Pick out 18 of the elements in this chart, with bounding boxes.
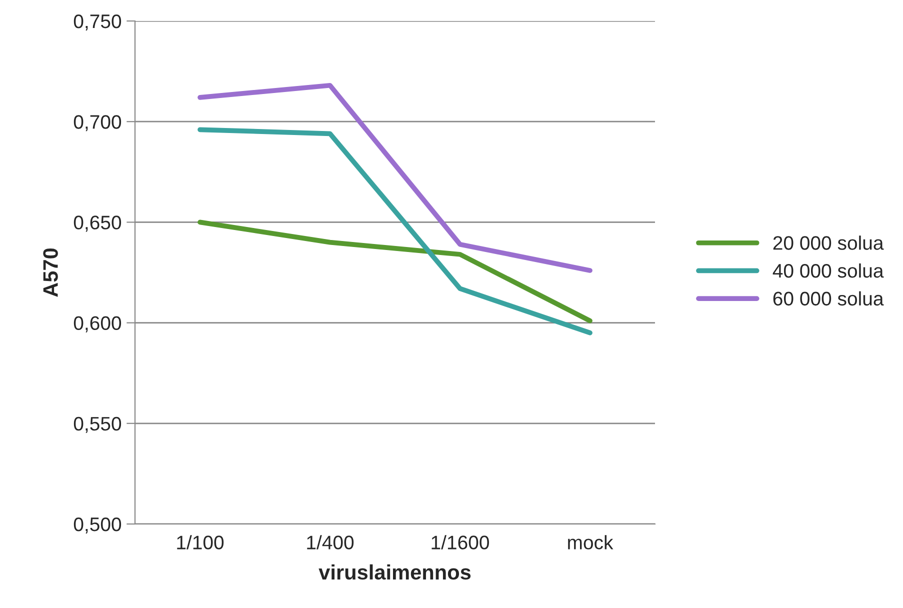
line-series [198, 220, 592, 324]
y-tick-label: 0,500 [74, 517, 122, 534]
x-tick-label: 1/400 [307, 535, 354, 550]
y-tick-label: 0,750 [74, 14, 122, 31]
x-tick-label: 1/100 [177, 535, 224, 550]
y-tick-label: 0,650 [74, 216, 122, 232]
y-axis-title: A570 [43, 248, 58, 297]
y-tick-label: 0,700 [74, 115, 122, 132]
legend-label: 20 000 solua [773, 236, 884, 250]
y-tick-label: 0,550 [74, 416, 122, 433]
x-tick-label: 1/1600 [432, 535, 489, 550]
line-series [198, 127, 592, 336]
legend-label: 40 000 solua [772, 263, 884, 278]
x-axis-title: viruslaimennos [318, 564, 471, 580]
line-series [198, 82, 592, 273]
y-tick-label: 0,600 [74, 316, 122, 332]
x-tick-label: mock [568, 535, 614, 550]
legend-label: 60 000 solua [773, 291, 884, 306]
